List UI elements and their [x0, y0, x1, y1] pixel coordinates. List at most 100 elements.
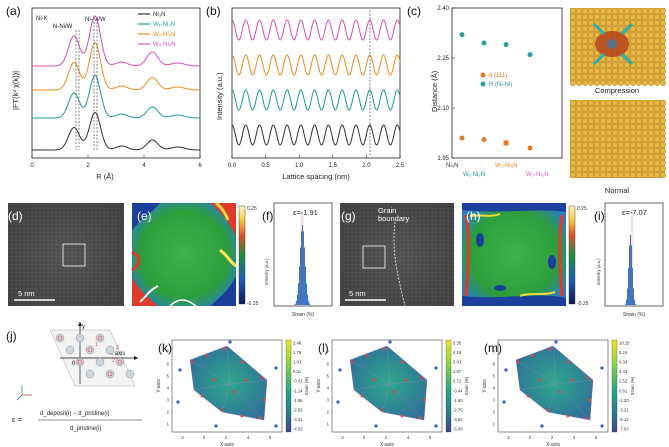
panel-l-ytick-6: 7: [327, 350, 330, 355]
panel-c-point-0-1: [481, 137, 487, 143]
panel-i-xlabel: Strain (%): [623, 312, 646, 318]
panel-c-point-1-3: [527, 52, 533, 58]
panel-m-xtick-3: 4: [573, 435, 576, 440]
panel-d-label: (d): [8, 209, 23, 223]
panel-f: (f) Intensity (a.u.) Strain (%) ε=-1.91: [262, 202, 333, 318]
panel-e-label: (e): [137, 209, 152, 223]
panel-k-ytick-2: 3: [167, 398, 170, 403]
panel-c: (c) Distance (Å) 2.40 2.25 2.10 1.95 d (111…: [407, 4, 667, 195]
panel-a-ni-niw: Ni-Ni/W: [85, 17, 106, 23]
panel-l-label: (l): [318, 341, 329, 355]
panel-k-ytick-1: 2: [167, 410, 170, 415]
panel-d: (d) 5 nm: [8, 203, 124, 306]
panel-m-ytick-0: 1: [493, 422, 496, 427]
panel-k-label: (k): [158, 341, 172, 355]
panel-k-xlabel: X-axis: [220, 442, 234, 447]
colorbar-2: 0.25 -0.25: [568, 205, 589, 307]
panel-k-cbar-5: -1.14: [293, 388, 303, 393]
panel-l-cbar-5: -0.44: [453, 388, 463, 393]
panel-c-cat-1: W₁-Ni₃N: [463, 172, 485, 178]
panel-c-yticks: 2.40 2.25 2.10 1.95: [437, 6, 455, 162]
panel-m-label: (m): [484, 341, 502, 355]
panel-m-xtick-0: -2: [506, 435, 510, 440]
panel-m-cbar-3: 4.43: [619, 369, 628, 374]
panel-m-xtick-1: 0: [529, 435, 532, 440]
panel-j-denominator: d_pristine(i): [70, 426, 101, 432]
panel-k-cbar-4: -0.41: [293, 379, 303, 384]
panel-a-xtick-2: 4: [142, 163, 146, 169]
colorbar-1-bottom: -0.25: [247, 301, 259, 307]
panel-m-cbar-title: Strain (%): [630, 376, 635, 395]
panel-a-legend-0: Ni₃N: [153, 12, 165, 18]
panel-i-eps: ε=-7.07: [622, 208, 647, 217]
panel-k-xtick-4: 6: [269, 435, 272, 440]
panel-m-cbar-4: 2.52: [619, 379, 628, 384]
panel-f-eps: ε=-1.91: [293, 208, 318, 217]
panel-g-grain-1: Grain: [378, 206, 396, 215]
panel-c-point-1-1: [481, 40, 487, 46]
panel-a-legend: Ni₃N W₁-Ni₃N W₂-Ni₃N W₃-Ni₃N: [138, 12, 176, 48]
panel-m-cbar-6: -1.30: [619, 398, 629, 403]
panel-m-cbar-0: 10.15: [619, 341, 630, 346]
panel-k-ylabel: Y-axis: [156, 379, 162, 393]
panel-k-xtick-2: 2: [225, 435, 228, 440]
panel-m-cbar-5: 0.61: [619, 388, 628, 393]
panel-i: (i) Intensity (a.u.) Strain (%) ε=-7.07: [594, 202, 664, 318]
panel-a-series-0: [32, 111, 200, 151]
panel-b-frame: [231, 7, 401, 159]
panel-k-cbar-1: 1.76: [293, 350, 302, 355]
panel-j: (j) x axis y 0 1 2 3 ε = d_deposit(i) − …: [6, 322, 142, 432]
panel-c-point-0-0: [459, 135, 465, 141]
panel-b-series-3: [231, 124, 401, 146]
panel-k-ytick-0: 1: [167, 422, 170, 427]
panel-c-ytick-3: 1.95: [437, 156, 449, 162]
panel-c-cat-2: W₂-Ni₃N: [495, 163, 517, 169]
panel-f-xlabel: Strain (%): [292, 312, 315, 318]
panel-m-cbar-8: -5.12: [619, 417, 629, 422]
panel-l-cbar-6: -1.60: [453, 398, 463, 403]
panel-l-ytick-3: 4: [327, 386, 330, 391]
panel-a-legend-3: W₃-Ni₃N: [153, 42, 176, 48]
panel-k-ytick-6: 7: [167, 350, 170, 355]
panel-c-ylabel: Distance (Å): [430, 70, 439, 112]
panel-m-ylabel: Y-axis: [482, 379, 488, 393]
panel-c-frame: [451, 7, 563, 159]
panel-m-ytick-5: 6: [493, 362, 496, 367]
panel-a-xtick-3: 6: [198, 163, 202, 169]
panel-k-xtick-0: -2: [180, 435, 184, 440]
panel-k-ytick-5: 6: [167, 362, 170, 367]
panel-h: (h): [462, 203, 566, 306]
panel-a: (a) |FT(k³ χ(k))| R (Å) 0 2 4 6 Ni-K N-Ni/W…: [6, 4, 202, 181]
panel-m-xtick-2: 2: [551, 435, 554, 440]
panel-j-tag1: 1: [95, 342, 98, 348]
panel-b-label: (b): [206, 4, 221, 18]
panel-a-legend-2: W₂-Ni₃N: [153, 32, 175, 38]
panel-l-xlabel: X-axis: [380, 442, 394, 447]
panel-j-xaxis: x axis: [110, 351, 125, 357]
panel-i-label: (i): [594, 209, 605, 223]
panel-m-xlabel: X-axis: [546, 442, 560, 447]
panel-b-xtick-5: 2.5: [396, 163, 405, 169]
panel-k-xtick-3: 4: [247, 435, 250, 440]
panel-j-origin: 0: [72, 361, 76, 367]
panel-l-ylabel: Y-axis: [316, 379, 322, 393]
panel-a-xtick-0: 0: [30, 163, 34, 169]
panel-j-tag3: 3: [116, 345, 119, 351]
panel-l-cbar-1: 4.19: [453, 350, 462, 355]
normal-model: Normal: [570, 99, 667, 195]
panel-m-cbar-1: 8.24: [619, 350, 628, 355]
panel-k-ytick-4: 5: [167, 374, 170, 379]
panel-m-ytick-1: 2: [493, 410, 496, 415]
panel-k-cbar-2: 1.03: [293, 360, 302, 365]
panel-a-curves: [32, 15, 200, 151]
panel-f-label: (f): [262, 209, 273, 223]
panel-g-label: (g): [341, 209, 356, 223]
panel-j-numerator: d_deposit(i) − d_pristine(i): [40, 411, 110, 417]
panel-c-label: (c): [407, 4, 421, 18]
panel-d-scale: 5 nm: [18, 289, 35, 298]
colorbar-2-top: 0.25: [577, 206, 587, 212]
panel-c-ytick-1: 2.25: [437, 56, 449, 62]
panel-k-cbar-7: -2.58: [293, 407, 303, 412]
panel-l-xtick-0: -2: [340, 435, 344, 440]
panel-a-nik: Ni-K: [36, 16, 48, 22]
